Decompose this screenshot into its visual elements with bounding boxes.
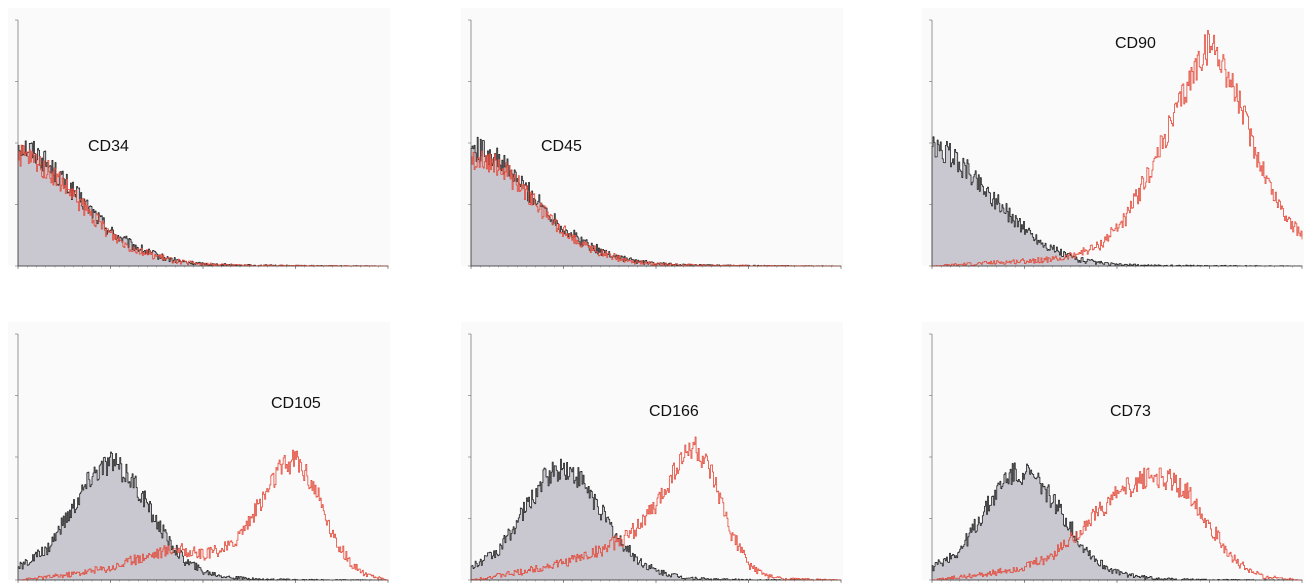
histogram-plot: CD34 <box>15 19 389 269</box>
histogram-plot: CD45 <box>468 19 842 269</box>
stained-histogram-series <box>471 436 841 581</box>
stained-histogram-series <box>932 30 1303 267</box>
control-histogram-series <box>470 458 842 581</box>
stained-histogram-series <box>932 467 1303 581</box>
control-histogram-series <box>931 136 1303 267</box>
histogram-plot: CD90 <box>929 19 1303 269</box>
histogram-panel-cd166: CD166 <box>461 322 843 583</box>
control-histogram-series <box>17 140 389 267</box>
marker-label: CD45 <box>541 138 582 155</box>
histogram-panel-cd34: CD34 <box>8 8 390 269</box>
stained-histogram-series <box>18 449 389 581</box>
marker-label: CD90 <box>1115 35 1156 52</box>
histogram-panel-cd73: CD73 <box>922 322 1304 583</box>
marker-label: CD34 <box>88 138 129 155</box>
marker-label: CD73 <box>1110 403 1151 420</box>
histogram-panel-cd45: CD45 <box>461 8 843 269</box>
control-histogram-series <box>931 462 1303 581</box>
histogram-panel-cd105: CD105 <box>8 322 390 583</box>
histogram-plot: CD105 <box>15 333 389 583</box>
histogram-panel-cd90: CD90 <box>922 8 1304 269</box>
marker-label: CD166 <box>649 403 699 420</box>
control-histogram-series <box>17 451 389 581</box>
histogram-plot: CD73 <box>929 333 1303 583</box>
marker-label: CD105 <box>271 395 321 412</box>
histogram-plot: CD166 <box>468 333 842 583</box>
control-histogram-series <box>470 136 842 267</box>
